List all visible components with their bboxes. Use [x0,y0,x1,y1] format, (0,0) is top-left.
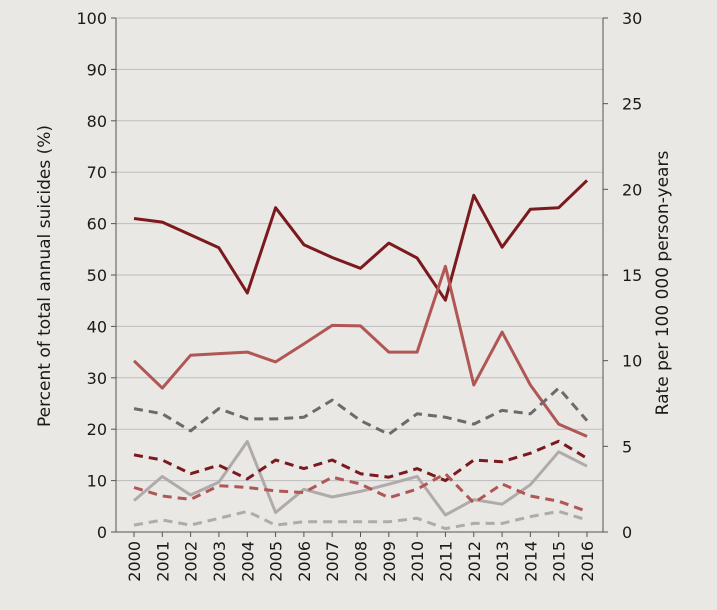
x-tick-label: 2006 [295,541,314,582]
y-tick-label: 0 [97,523,107,542]
series-line-6 [133,472,588,513]
x-tick-label: 2013 [493,541,512,582]
series-line-7 [133,509,588,531]
x-tick-label: 2011 [436,541,455,582]
x-tick-label: 2012 [465,541,484,582]
left-axis-ticks: 0 10 20 30 40 50 60 70 80 90 100 [76,9,116,542]
y-tick-label: 10 [87,472,107,491]
series-lines [132,179,589,531]
y2-tick-label: 10 [622,352,642,371]
y2-tick-label: 15 [622,266,642,285]
y-tick-label: 50 [87,266,107,285]
x-tick-label: 2009 [380,541,399,582]
series-line-4 [133,386,589,436]
series-line-2 [132,264,588,438]
x-tick-label: 2014 [521,541,540,582]
x-tick-label: 2000 [125,541,144,582]
right-axis-ticks: 0 5 10 15 20 25 30 [603,9,642,542]
y-axis-title: Percent of total annual suicides (%) [35,125,55,427]
x-tick-label: 2016 [578,541,597,582]
y-tick-label: 20 [87,420,107,439]
x-tick-label: 2010 [408,541,427,582]
y-tick-label: 40 [87,317,107,336]
y-tick-label: 30 [87,369,107,388]
y2-tick-label: 25 [622,95,642,114]
x-tick-label: 2015 [550,541,569,582]
y-tick-label: 60 [87,215,107,234]
x-tick-label: 2003 [210,541,229,582]
y2-tick-label: 20 [622,180,642,199]
y-tick-label: 80 [87,112,107,131]
y2-tick-label: 30 [622,9,642,28]
x-tick-label: 2001 [153,541,172,582]
x-tick-label: 2008 [352,541,371,582]
series-line-5 [133,439,588,483]
x-tick-label: 2005 [267,541,286,582]
y2-tick-label: 5 [622,437,632,456]
y2-tick-label: 0 [622,523,632,542]
y-tick-label: 100 [76,9,107,28]
x-tick-label: 2002 [182,541,201,582]
y-tick-label: 70 [87,163,107,182]
series-line-3 [133,440,588,517]
gridlines [116,17,603,482]
series-line-1 [133,179,589,302]
x-tick-label: 2007 [323,541,342,582]
y2-axis-title: Rate per 100 000 person-years [653,151,673,416]
x-axis-ticks: 2000 2001 2002 2003 2004 2005 2006 2007 2008 2009… [125,532,597,582]
y-tick-label: 90 [87,60,107,79]
x-tick-label: 2004 [238,541,257,582]
